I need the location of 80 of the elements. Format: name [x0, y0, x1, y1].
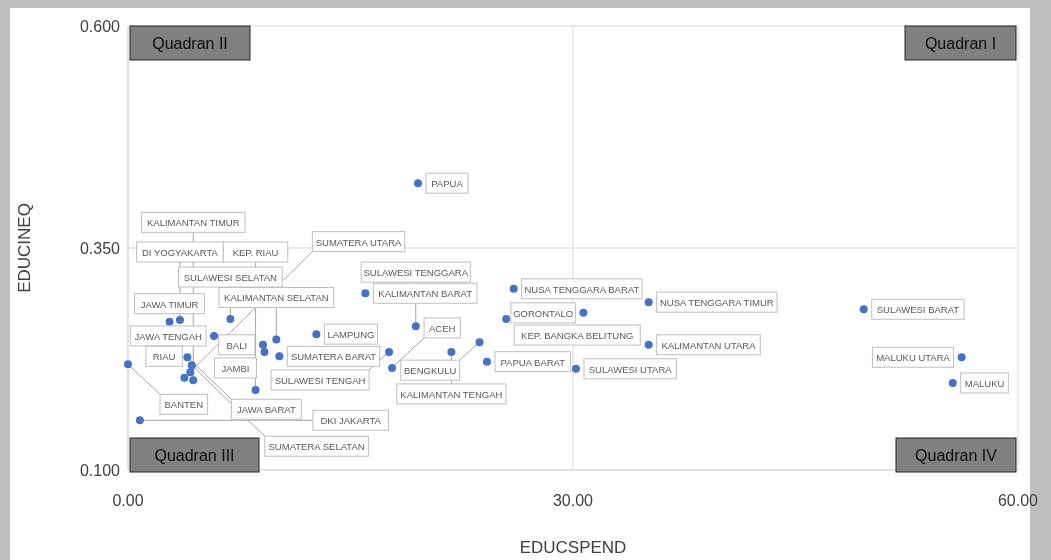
annotation: JAWA TIMUR — [140, 298, 199, 310]
point — [475, 338, 484, 347]
point — [187, 361, 196, 370]
point — [183, 353, 192, 362]
annotation: DKI JAKARTA — [320, 415, 382, 427]
point — [644, 298, 653, 307]
annotation: BALI — [226, 339, 248, 351]
annotation: JAWA BARAT — [236, 404, 296, 416]
annotation: KALIMANTAN TENGAH — [400, 388, 503, 400]
point — [210, 331, 219, 340]
annotation: Quadran I — [924, 35, 997, 52]
annotation: Quadran III — [154, 447, 235, 464]
y-axis-title: EDUCINEQ — [15, 203, 34, 293]
annotation: GORONTALO — [513, 307, 574, 319]
annotation: SUMATERA BARAT — [290, 351, 377, 363]
point — [957, 353, 966, 362]
y-tick-label: 0.100 — [79, 462, 121, 479]
point — [385, 347, 394, 356]
y-tick-label: 0.350 — [79, 240, 121, 257]
point — [135, 416, 144, 425]
annotation: BANTEN — [164, 399, 204, 411]
annotation: MALUKU — [964, 377, 1005, 389]
x-tick-label: 30.00 — [552, 492, 594, 509]
point — [180, 373, 189, 382]
annotation: BENGKULU — [404, 365, 457, 377]
annotation: JAWA TENGAH — [134, 330, 202, 342]
point — [251, 386, 260, 395]
point — [579, 308, 588, 317]
annotation: KALIMANTAN SELATAN — [224, 292, 329, 304]
annotation: NUSA TENGGARA BARAT — [524, 283, 640, 295]
annotation: LAMPUNG — [327, 329, 375, 341]
point — [502, 315, 511, 324]
annotation: SULAWESI BARAT — [876, 304, 960, 316]
point — [361, 289, 370, 298]
annotation: SULAWESI UTARA — [588, 363, 673, 375]
annotation: SUMATERA UTARA — [315, 236, 403, 248]
annotation: KALIMANTAN TIMUR — [146, 217, 240, 229]
annotation: JAMBI — [221, 362, 250, 374]
point — [413, 179, 422, 188]
point — [260, 347, 269, 356]
point — [447, 347, 456, 356]
point — [124, 360, 132, 369]
point — [948, 378, 957, 387]
annotation: SULAWESI TENGAH — [274, 374, 366, 386]
point — [258, 340, 267, 349]
point — [482, 357, 491, 366]
point — [272, 335, 281, 344]
annotation: SULAWESI TENGGARA — [363, 267, 469, 279]
annotation: SULAWESI SELATAN — [183, 272, 278, 284]
point — [571, 364, 580, 373]
annotation: KALIMANTAN BARAT — [378, 288, 473, 300]
annotation: KALIMANTAN UTARA — [661, 339, 757, 351]
point — [165, 317, 174, 326]
annotation: KEP. RIAU — [232, 247, 279, 259]
point — [859, 305, 868, 314]
annotation: DI YOGYAKARTA — [141, 246, 219, 258]
x-axis-title: EDUCSPEND — [519, 538, 627, 557]
point — [275, 352, 284, 361]
point — [189, 376, 198, 385]
annotation: RIAU — [152, 351, 176, 363]
point — [388, 363, 397, 372]
annotation: Quadran IV — [915, 447, 998, 464]
x-tick-label: 60.00 — [997, 492, 1039, 509]
annotation: PAPUA BARAT — [500, 356, 566, 368]
annotation: MALUKU UTARA — [876, 352, 951, 364]
point — [411, 322, 420, 331]
annotation: KEP. BANGKA BELITUNG — [521, 330, 634, 342]
point — [312, 330, 321, 339]
point — [175, 315, 184, 324]
point — [226, 315, 235, 324]
x-tick-label: 0.00 — [112, 492, 144, 509]
annotation: SUMATERA SELATAN — [268, 441, 365, 453]
point — [186, 368, 195, 377]
annotation: Quadran II — [152, 35, 228, 52]
annotation: NUSA TENGGARA TIMUR — [660, 297, 774, 309]
annotation: ACEH — [429, 322, 456, 334]
point — [509, 284, 518, 293]
point — [644, 340, 653, 349]
y-tick-label: 0.600 — [79, 18, 121, 35]
annotation: PAPUA — [431, 178, 464, 190]
